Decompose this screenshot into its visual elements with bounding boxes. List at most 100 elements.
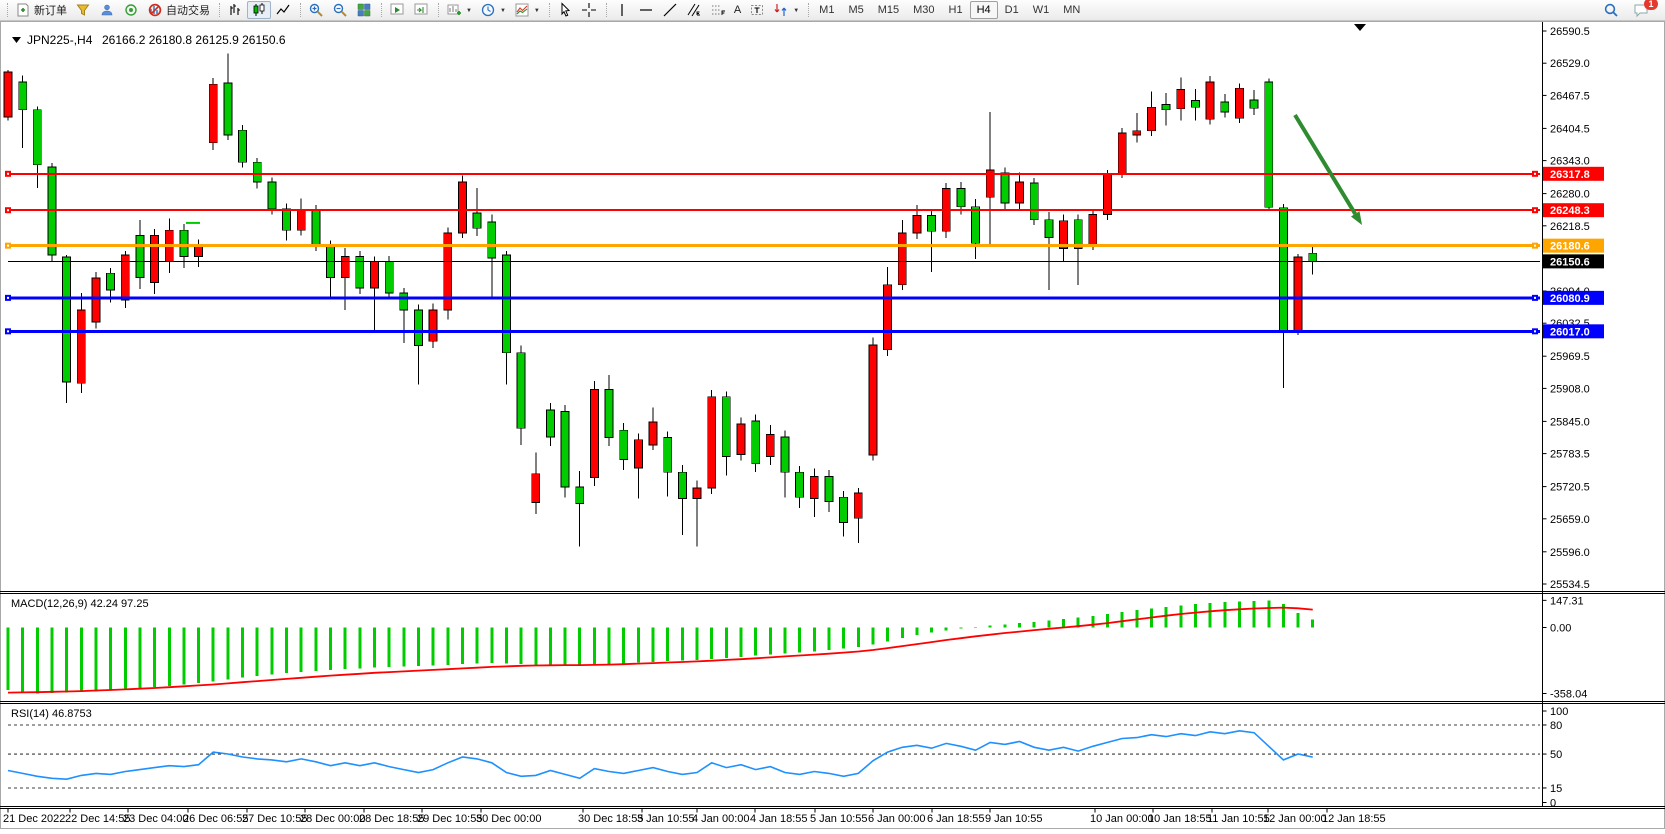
tile-windows-button[interactable] <box>352 1 376 19</box>
new-chart-button[interactable]: ▼ <box>442 1 476 19</box>
chart-shift-button[interactable] <box>409 1 433 19</box>
timeframe-m5-button[interactable]: M5 <box>841 1 870 19</box>
vertical-line-button[interactable] <box>610 1 634 19</box>
main-toolbar: 新订单 自动交易 ▼ ▼ ▼ A ▼ M1 M5 M15 M30 H1 H4 D1 W1 MN 1 <box>0 0 1665 21</box>
time-scale-drag-area[interactable] <box>0 808 1540 829</box>
candle-chart-button[interactable] <box>247 1 271 19</box>
auto-scroll-button[interactable] <box>385 1 409 19</box>
arrows-icon <box>774 4 787 16</box>
line-anchor-marker-center <box>7 330 9 333</box>
bar-chart-button[interactable] <box>223 1 247 19</box>
candlestick <box>765 434 775 457</box>
templates-button[interactable]: ▼ <box>510 1 544 19</box>
candlestick <box>1044 219 1054 238</box>
price-tick-label: 25969.5 <box>1550 351 1590 363</box>
time-tick-label: 5 Jan 10:55 <box>810 813 868 825</box>
line-anchor-marker-center <box>7 172 9 175</box>
candlestick <box>194 245 203 257</box>
candlestick <box>223 82 233 136</box>
candlestick <box>633 439 643 469</box>
timeframe-m30-button[interactable]: M30 <box>906 1 941 19</box>
down-arrow-annotation[interactable] <box>1293 113 1357 215</box>
price-tick-label: 25908.0 <box>1550 383 1590 395</box>
zoom-out-button[interactable] <box>328 1 352 19</box>
new-order-button[interactable]: 新订单 <box>11 1 71 19</box>
candle-chart-icon <box>253 3 265 16</box>
annotations-layer <box>186 24 1366 225</box>
candlestick <box>18 81 28 111</box>
candlestick <box>370 261 379 289</box>
periods-button[interactable]: ▼ <box>476 1 510 19</box>
candlestick <box>853 492 863 519</box>
zoom-out-icon <box>333 3 347 17</box>
candlestick <box>355 256 365 289</box>
down-arrow-annotation-head[interactable] <box>1350 211 1362 225</box>
cursor-button[interactable] <box>553 1 577 19</box>
timeframe-h1-button[interactable]: H1 <box>942 1 970 19</box>
candlestick <box>912 215 922 234</box>
trendline-button[interactable] <box>658 1 682 19</box>
horizontal-line-button[interactable] <box>634 1 658 19</box>
candlestick <box>985 169 995 198</box>
time-tick-label: 27 Dec 10:55 <box>242 813 307 825</box>
timeframe-d1-button[interactable]: D1 <box>998 1 1026 19</box>
ea-builder-button[interactable] <box>71 1 95 19</box>
price-line-badge <box>1543 324 1604 339</box>
text-label-button[interactable] <box>745 1 769 19</box>
search-button[interactable] <box>1599 1 1623 19</box>
time-tick-label: 22 Dec 14:55 <box>65 813 130 825</box>
timeframe-m15-button[interactable]: M15 <box>871 1 906 19</box>
equidistant-channel-button[interactable] <box>682 1 706 19</box>
symbol-dropdown-icon[interactable] <box>12 37 21 43</box>
fibonacci-button[interactable] <box>706 1 730 19</box>
line-anchor-marker-center <box>1534 244 1536 247</box>
candlestick <box>590 389 599 478</box>
profile-button[interactable] <box>95 1 119 19</box>
crosshair-button[interactable] <box>577 1 601 19</box>
candles-layer <box>3 53 1318 547</box>
chart-end-marker-icon[interactable] <box>1354 24 1366 31</box>
candlestick <box>1161 104 1171 111</box>
candlestick <box>1176 88 1186 110</box>
signals-button[interactable] <box>119 1 143 19</box>
text-label-icon <box>751 5 764 15</box>
price-scale-drag-area[interactable] <box>1543 22 1663 806</box>
time-scale: 21 Dec 202222 Dec 14:5523 Dec 04:0026 De… <box>3 808 1386 825</box>
candlestick <box>1235 87 1244 119</box>
timeframe-m30-button-label: M30 <box>913 4 935 16</box>
time-tick-label: 10 Jan 18:55 <box>1148 813 1212 825</box>
candlestick <box>721 396 731 457</box>
timeframe-mn-button[interactable]: MN <box>1056 1 1087 19</box>
candlestick <box>76 309 86 384</box>
line-anchor-marker-center <box>7 209 9 212</box>
dropdown-caret-icon: ▼ <box>793 8 800 14</box>
price-tick-label: 25720.5 <box>1550 482 1590 494</box>
candlestick <box>487 221 497 259</box>
macd-axis-label: -358.04 <box>1550 689 1587 701</box>
zoom-in-button[interactable] <box>304 1 328 19</box>
chart-canvas[interactable]: 26590.5 26529.0 26467.5 26404.5 26343.0 26280… <box>0 21 1665 829</box>
toolbar-separator <box>377 3 382 17</box>
arrows-button[interactable]: ▼ <box>769 1 803 19</box>
timeframe-h4-button[interactable]: H4 <box>969 1 998 19</box>
candlestick <box>267 181 277 210</box>
text-button[interactable]: A <box>730 1 745 19</box>
time-tick-label: 28 Dec 00:00 <box>300 813 365 825</box>
candlestick <box>1029 182 1039 221</box>
timeframe-m1-button[interactable]: M1 <box>812 1 841 19</box>
notifications-button[interactable]: 1 <box>1629 0 1658 19</box>
price-line-badge <box>1543 203 1604 218</box>
timeframe-w1-button[interactable]: W1 <box>1026 1 1057 19</box>
line-chart-button[interactable] <box>271 1 295 19</box>
time-tick-label: 6 Jan 00:00 <box>868 813 926 825</box>
clock-icon <box>481 3 495 17</box>
candlestick <box>1132 130 1142 136</box>
candlestick <box>282 208 291 231</box>
timeframe-h4-button-label: H4 <box>976 4 991 16</box>
price-line-badge-label: 26017.0 <box>1550 326 1590 338</box>
autotrading-button-label: 自动交易 <box>166 5 210 17</box>
new-order-icon <box>17 3 29 17</box>
candlestick <box>809 475 819 499</box>
time-tick-label: 3 Jan 10:55 <box>637 813 695 825</box>
autotrading-button[interactable]: 自动交易 <box>143 1 214 19</box>
